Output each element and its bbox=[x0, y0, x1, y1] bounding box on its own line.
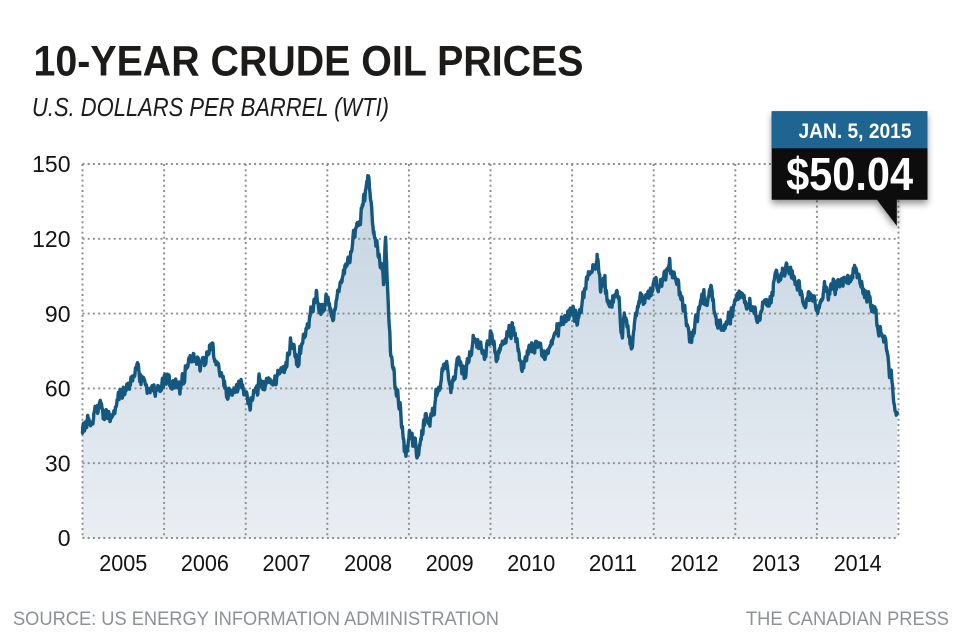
svg-text:2006: 2006 bbox=[181, 550, 229, 576]
svg-text:JAN. 5, 2015: JAN. 5, 2015 bbox=[799, 120, 912, 143]
svg-text:$50.04: $50.04 bbox=[786, 148, 913, 200]
svg-text:60: 60 bbox=[45, 376, 71, 402]
svg-text:2009: 2009 bbox=[426, 550, 474, 576]
svg-text:30: 30 bbox=[45, 450, 71, 476]
svg-text:2013: 2013 bbox=[752, 550, 800, 576]
svg-text:2007: 2007 bbox=[263, 550, 311, 576]
svg-text:THE CANADIAN PRESS: THE CANADIAN PRESS bbox=[746, 608, 949, 630]
svg-text:0: 0 bbox=[58, 525, 71, 551]
svg-text:10-YEAR CRUDE OIL PRICES: 10-YEAR CRUDE OIL PRICES bbox=[34, 38, 584, 86]
svg-text:2011: 2011 bbox=[589, 550, 637, 576]
svg-text:2005: 2005 bbox=[99, 550, 147, 576]
svg-text:2012: 2012 bbox=[671, 550, 719, 576]
svg-text:2008: 2008 bbox=[344, 550, 392, 576]
svg-text:U.S. DOLLARS PER BARREL (WTI): U.S. DOLLARS PER BARREL (WTI) bbox=[32, 94, 389, 122]
svg-text:2014: 2014 bbox=[834, 550, 882, 576]
svg-text:2010: 2010 bbox=[507, 550, 555, 576]
svg-text:90: 90 bbox=[45, 301, 71, 327]
svg-text:SOURCE: US ENERGY INFORMATION: SOURCE: US ENERGY INFORMATION ADMINISTRA… bbox=[13, 608, 499, 630]
svg-text:150: 150 bbox=[32, 151, 70, 177]
svg-text:120: 120 bbox=[32, 226, 70, 252]
